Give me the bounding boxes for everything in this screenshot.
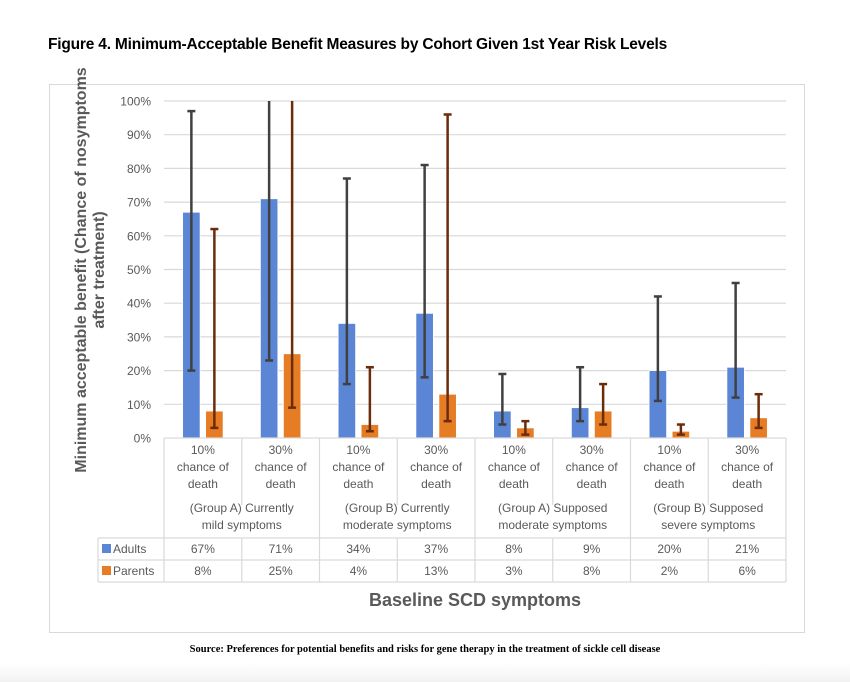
- category-label: 10%: [191, 443, 215, 457]
- data-value-parents: 13%: [424, 564, 448, 578]
- error-bar-parents: [210, 227, 219, 430]
- data-value-adults: 20%: [657, 542, 681, 556]
- category-label: 10%: [657, 443, 681, 457]
- y-tick-label: 70%: [127, 196, 151, 210]
- x-axis-label: Baseline SCD symptoms: [369, 590, 581, 610]
- legend-key-adults: [102, 544, 111, 553]
- source-caption: Source: Preferences for potential benefi…: [189, 644, 661, 655]
- data-value-adults: 9%: [583, 542, 601, 556]
- legend-key-parents: [102, 566, 111, 575]
- group-label: (Group A) Currently: [190, 501, 294, 515]
- error-bar-adults: [187, 109, 196, 372]
- y-tick-label: 90%: [127, 128, 151, 142]
- category-label: chance of: [566, 460, 619, 474]
- category-label: 10%: [346, 443, 370, 457]
- error-bar-parents: [599, 382, 608, 426]
- category-label: chance of: [177, 460, 230, 474]
- data-value-parents: 3%: [505, 564, 523, 578]
- category-label: chance of: [488, 460, 541, 474]
- y-tick-label: 80%: [127, 162, 151, 176]
- data-value-parents: 8%: [583, 564, 601, 578]
- y-tick-label: 0%: [134, 432, 152, 446]
- category-label: chance of: [332, 460, 385, 474]
- data-value-parents: 25%: [269, 564, 293, 578]
- category-label: chance of: [255, 460, 308, 474]
- data-value-parents: 8%: [194, 564, 212, 578]
- y-tick-label: 50%: [127, 263, 151, 277]
- page-bottom-edge: [0, 664, 850, 682]
- error-bar-adults: [653, 295, 662, 403]
- group-label: moderate symptoms: [498, 518, 607, 532]
- data-value-adults: 8%: [505, 542, 523, 556]
- error-bar-adults: [420, 163, 429, 379]
- data-value-adults: 67%: [191, 542, 215, 556]
- error-bar-parents: [521, 419, 530, 436]
- category-label: death: [188, 477, 218, 491]
- error-bars: [187, 101, 763, 436]
- error-bar-adults: [342, 177, 351, 386]
- y-tick-label: 20%: [127, 364, 151, 378]
- data-value-adults: 34%: [346, 542, 370, 556]
- data-value-adults: 71%: [269, 542, 293, 556]
- error-bar-parents: [443, 113, 452, 423]
- category-label: 30%: [580, 443, 604, 457]
- error-bar-adults: [576, 365, 585, 423]
- group-label: mild symptoms: [202, 518, 282, 532]
- category-label: 10%: [502, 443, 526, 457]
- data-value-adults: 37%: [424, 542, 448, 556]
- category-label: death: [654, 477, 684, 491]
- category-label: death: [266, 477, 296, 491]
- group-label: (Group B) Supposed: [653, 501, 763, 515]
- data-value-adults: 21%: [735, 542, 759, 556]
- group-label: moderate symptoms: [343, 518, 452, 532]
- gridlines: [164, 100, 786, 405]
- figure-title: Figure 4. Minimum-Acceptable Benefit Mea…: [48, 36, 668, 53]
- error-bar-parents: [365, 365, 374, 433]
- category-label: death: [499, 477, 529, 491]
- error-bar-parents: [676, 423, 685, 436]
- legend-label-adults: Adults: [113, 542, 146, 556]
- group-label: (Group B) Currently: [345, 501, 450, 515]
- bars: [182, 198, 768, 439]
- category-label: 30%: [269, 443, 293, 457]
- data-value-parents: 4%: [350, 564, 368, 578]
- category-label: death: [577, 477, 607, 491]
- category-label: death: [421, 477, 451, 491]
- y-axis-label: Minimum acceptable benefit (Chance of no…: [73, 67, 90, 473]
- y-axis-label-line2: after treatment): [91, 211, 108, 328]
- group-label: severe symptoms: [661, 518, 755, 532]
- data-table: 10% chance of death 30% chance of death 10% cha…: [97, 437, 787, 583]
- group-label: (Group A) Supposed: [498, 501, 607, 515]
- error-bar-parents: [288, 101, 297, 409]
- error-bar-parents: [754, 392, 763, 430]
- legend-label-parents: Parents: [113, 564, 154, 578]
- data-value-parents: 2%: [661, 564, 679, 578]
- y-tick-label: 60%: [127, 229, 151, 243]
- y-tick-label: 100%: [120, 95, 151, 109]
- category-label: 30%: [424, 443, 448, 457]
- error-bar-adults: [731, 281, 740, 399]
- y-tick-label: 10%: [127, 398, 151, 412]
- category-label: chance of: [643, 460, 696, 474]
- y-tick-label: 30%: [127, 330, 151, 344]
- category-label: death: [343, 477, 373, 491]
- error-bar-adults: [265, 101, 274, 362]
- category-label: chance of: [721, 460, 774, 474]
- y-tick-label: 40%: [127, 297, 151, 311]
- data-value-parents: 6%: [738, 564, 756, 578]
- category-label: 30%: [735, 443, 759, 457]
- error-bar-adults: [498, 372, 507, 426]
- y-axis-ticks: 0% 10% 20% 30% 40% 50% 60% 70% 80% 90% 100%: [120, 95, 151, 446]
- category-label: chance of: [410, 460, 463, 474]
- category-label: death: [732, 477, 762, 491]
